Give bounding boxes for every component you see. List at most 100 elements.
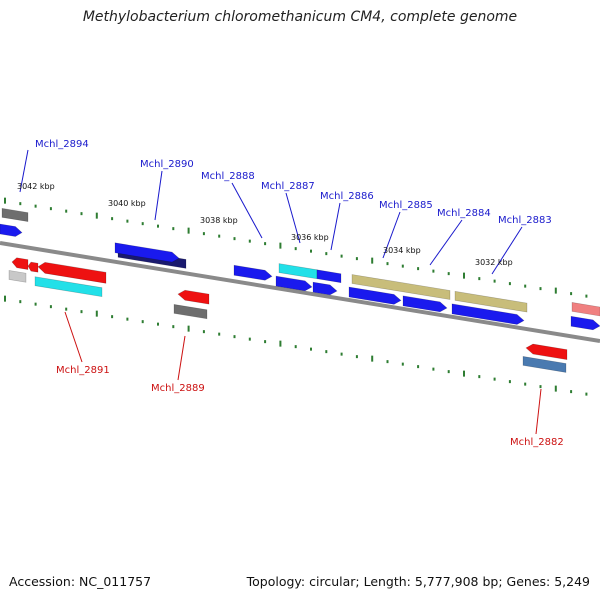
gene-feature-mchl-2889[interactable] xyxy=(173,304,208,320)
gene-label-mchl-2882[interactable]: Mchl_2882 xyxy=(510,437,564,448)
upper-scale-tick xyxy=(218,234,221,238)
lower-scale-tick xyxy=(432,367,435,371)
upper-scale-tick xyxy=(279,242,282,249)
cds-feature[interactable] xyxy=(37,262,107,284)
gene-label-mchl-2888[interactable]: Mchl_2888 xyxy=(201,171,255,182)
genome-summary-text: Topology: circular; Length: 5,777,908 bp… xyxy=(246,574,590,589)
cds-feature[interactable] xyxy=(348,286,402,305)
upper-scale-tick xyxy=(141,222,144,226)
gene-features[interactable] xyxy=(0,207,600,373)
gene-feature-mchl-2894[interactable] xyxy=(1,207,29,222)
lower-scale-tick xyxy=(49,305,52,309)
upper-scale-tick xyxy=(417,267,420,271)
leader-line xyxy=(285,192,301,244)
lower-scale-tick xyxy=(570,390,573,394)
lower-scale-tick xyxy=(310,347,312,351)
upper-scale-tick xyxy=(310,249,312,253)
gene-label-mchl-2884[interactable]: Mchl_2884 xyxy=(437,208,491,219)
gene-feature-mchl-2882[interactable] xyxy=(522,356,567,373)
lower-scale-tick xyxy=(524,382,527,386)
gene-label-mchl-2885[interactable]: Mchl_2885 xyxy=(379,200,433,211)
lower-scale-tick xyxy=(447,370,450,374)
lower-scale-tick xyxy=(4,295,6,302)
upper-scale-tick xyxy=(432,269,435,273)
upper-scale-tick xyxy=(248,239,251,243)
lower-scale-tick xyxy=(218,332,221,336)
cds-feature[interactable] xyxy=(11,257,29,270)
upper-scale-tick xyxy=(34,204,37,208)
scale-label: 3038 kbp xyxy=(200,216,238,225)
gene-feature-mchl-2884[interactable] xyxy=(454,290,528,313)
upper-scale-tick xyxy=(294,247,297,251)
gene-feature-mchl-2887[interactable] xyxy=(278,263,318,280)
lower-scale-tick xyxy=(401,362,404,366)
cds-feature[interactable] xyxy=(275,275,313,292)
gene-label-mchl-2887[interactable]: Mchl_2887 xyxy=(261,181,315,192)
lower-scale-tick xyxy=(355,355,358,359)
lower-scale-tick xyxy=(233,335,236,339)
lower-scale-tick xyxy=(386,360,389,364)
upper-scale-tick xyxy=(80,212,83,216)
upper-scale-tick xyxy=(111,217,114,221)
cds-feature[interactable] xyxy=(570,315,600,331)
upper-scale-tick xyxy=(570,292,573,296)
cds-feature[interactable] xyxy=(0,223,23,237)
leader-line xyxy=(64,311,83,363)
upper-scale-tick xyxy=(202,232,205,236)
gene-feature-mchl-2885[interactable] xyxy=(351,274,451,300)
lower-scale-tick xyxy=(172,325,175,329)
cds-feature[interactable] xyxy=(525,343,568,360)
lower-scale-tick xyxy=(294,345,297,349)
gene-label-mchl-2889[interactable]: Mchl_2889 xyxy=(151,383,205,394)
upper-scale-tick xyxy=(524,284,527,288)
upper-scale-tick xyxy=(539,287,542,291)
upper-scale-tick xyxy=(386,262,389,266)
gene-feature-mchl-2886[interactable] xyxy=(316,269,342,284)
gene-label-mchl-2886[interactable]: Mchl_2886 xyxy=(320,191,374,202)
scale-label: 3040 kbp xyxy=(108,199,146,208)
lower-scale-tick xyxy=(279,340,282,347)
upper-scale-tick xyxy=(478,277,481,281)
cds-feature[interactable] xyxy=(571,302,600,317)
lower-scale-tick xyxy=(417,365,420,369)
lower-scale-tick xyxy=(585,392,588,396)
lower-scale-tick xyxy=(111,315,114,319)
cds-feature[interactable] xyxy=(114,242,180,263)
gene-label-mchl-2894[interactable]: Mchl_2894 xyxy=(35,139,89,150)
leader-line xyxy=(429,219,463,266)
upper-scale-tick xyxy=(447,272,450,276)
lower-scale-tick xyxy=(65,307,68,311)
lower-scale-tick xyxy=(19,300,22,304)
lower-scale-tick xyxy=(539,385,542,389)
upper-scale-tick xyxy=(325,252,328,256)
cds-feature[interactable] xyxy=(177,289,210,305)
leader-line xyxy=(535,388,542,435)
upper-scale-tick xyxy=(463,272,465,279)
scale-label: 3034 kbp xyxy=(383,246,421,255)
upper-scale-tick xyxy=(233,237,236,241)
lower-scale-tick xyxy=(80,310,83,314)
upper-scale-tick xyxy=(19,202,22,206)
scale-ticks xyxy=(4,197,588,396)
cds-feature[interactable] xyxy=(312,281,338,296)
leader-line xyxy=(231,182,263,239)
cds-feature[interactable] xyxy=(402,295,448,313)
gene-label-mchl-2883[interactable]: Mchl_2883 xyxy=(498,215,552,226)
lower-scale-tick xyxy=(264,340,267,344)
lower-scale-tick xyxy=(325,350,328,354)
cds-feature[interactable] xyxy=(451,303,525,325)
gene-label-mchl-2891[interactable]: Mchl_2891 xyxy=(56,365,110,376)
leader-line xyxy=(330,202,341,251)
cds-feature[interactable] xyxy=(8,270,27,283)
upper-scale-tick xyxy=(49,207,52,211)
gene-feature-mchl-2891[interactable] xyxy=(34,276,103,298)
gene-label-mchl-2890[interactable]: Mchl_2890 xyxy=(140,159,194,170)
cds-feature[interactable] xyxy=(233,264,273,281)
cds-feature[interactable] xyxy=(27,261,39,273)
upper-scale-tick xyxy=(340,254,343,258)
upper-scale-tick xyxy=(264,242,267,246)
lower-scale-tick xyxy=(493,377,496,381)
genome-backbone xyxy=(0,241,600,343)
upper-scale-tick xyxy=(401,264,404,268)
